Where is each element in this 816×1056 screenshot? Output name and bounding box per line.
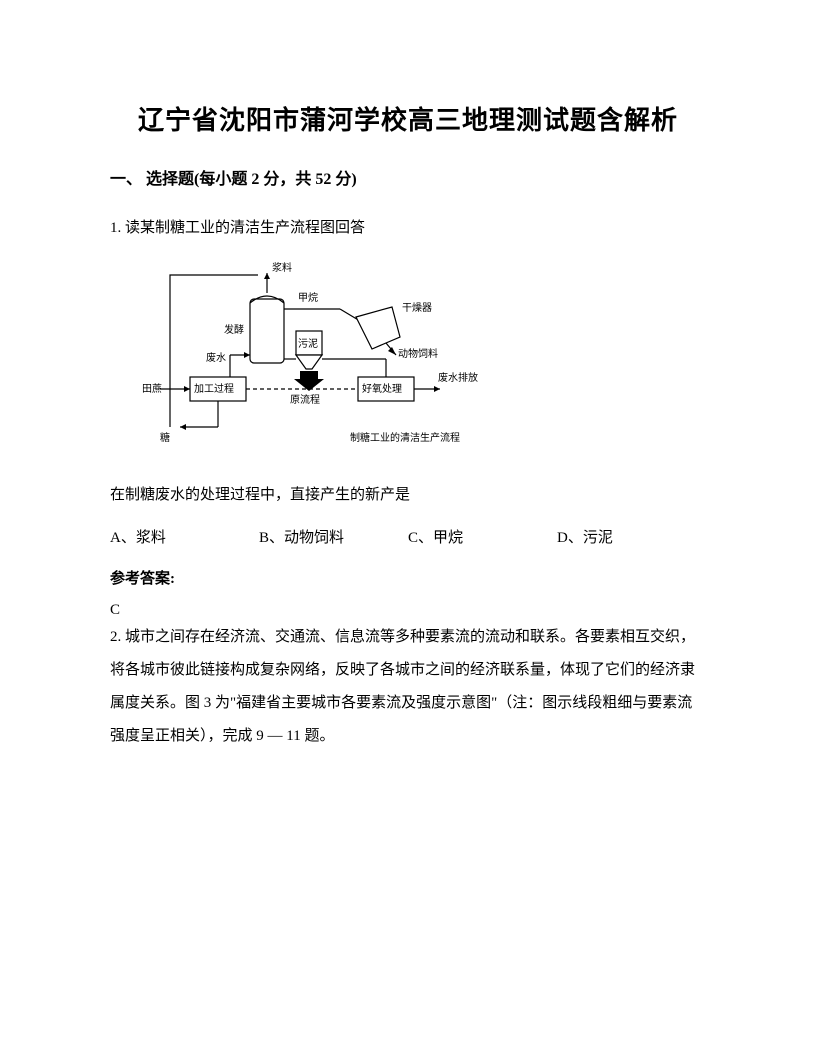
q1-diagram: 浆料 甲烷 干燥器 发酵 动物饲料 废水 污泥 田蔗 加工过程 原流程 好氧处理… [140,259,706,464]
q1-option-d: D、污泥 [557,526,706,547]
label-jiawan: 甲烷 [298,291,318,304]
q2-paragraph: 2. 城市之间存在经济流、交通流、信息流等多种要素流的流动和联系。各要素相互交织… [110,621,706,753]
label-ganzaoqi: 干燥器 [402,302,432,314]
q1-option-c: C、甲烷 [408,526,557,547]
exam-page: 辽宁省沈阳市蒲河学校高三地理测试题含解析 一、 选择题(每小题 2 分，共 52… [0,0,816,1056]
answer-heading: 参考答案: [110,567,706,588]
diagram-caption: 制糖工业的清洁生产流程 [350,431,460,444]
label-yuanliucheng: 原流程 [290,393,320,406]
label-feishuipaifang: 废水排放 [438,371,478,384]
label-wuni: 污泥 [298,337,318,350]
q1-answer-letter: C [110,602,706,619]
q1-prompt: 1. 读某制糖工业的清洁生产流程图回答 [110,213,706,243]
q1-option-b: B、动物饲料 [259,526,408,547]
q1-option-a: A、浆料 [110,526,259,547]
label-haoyang: 好氧处理 [362,382,402,395]
q1-options: A、浆料 B、动物饲料 C、甲烷 D、污泥 [110,526,706,547]
q1-subprompt: 在制糖废水的处理过程中，直接产生的新产是 [110,480,706,510]
label-tianqian2: 田蔗 [142,383,162,395]
label-fajiao: 发酵 [224,323,244,336]
label-dongwusiliao: 动物饲料 [398,347,438,360]
label-feishui: 废水 [206,351,226,364]
label-jiagong: 加工过程 [194,382,234,395]
page-title: 辽宁省沈阳市蒲河学校高三地理测试题含解析 [110,100,706,137]
section-1-heading: 一、 选择题(每小题 2 分，共 52 分) [110,165,706,189]
flowchart-svg: 浆料 甲烷 干燥器 发酵 动物饲料 废水 污泥 田蔗 加工过程 原流程 好氧处理… [140,259,500,459]
label-jiangliao: 浆料 [272,261,292,274]
label-tang: 糖 [160,431,170,444]
